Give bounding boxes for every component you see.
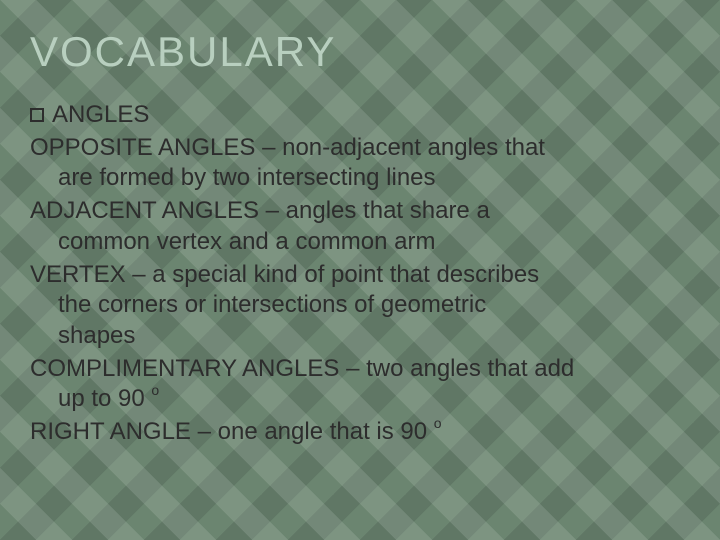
term-def-line1: angles that share a xyxy=(286,197,490,224)
term-sep: – xyxy=(339,355,366,382)
term-vertex: VERTEX – a special kind of point that de… xyxy=(30,260,690,352)
term-name: ADJACENT ANGLES xyxy=(30,197,259,224)
term-adjacent-angles: ADJACENT ANGLES – angles that share a co… xyxy=(30,196,690,257)
bullet-label: ANGLES xyxy=(52,100,149,131)
term-def-line1: a special kind of point that describes xyxy=(152,261,539,288)
term-def-line2: are formed by two intersecting lines xyxy=(30,163,690,194)
term-right-angle: RIGHT ANGLE – one angle that is 90 o xyxy=(30,417,690,448)
term-sep: – xyxy=(126,261,153,288)
degree-symbol: o xyxy=(151,382,159,398)
term-def-line2: the corners or intersections of geometri… xyxy=(30,290,690,321)
term-def-line1: two angles that add xyxy=(366,355,574,382)
term-sep: – xyxy=(259,197,286,224)
term-def-line3: shapes xyxy=(30,321,690,352)
term-def-line1: one angle that is 90 o xyxy=(218,418,442,445)
term-sep: – xyxy=(191,418,218,445)
slide-content: VOCABULARY ANGLES OPPOSITE ANGLES – non-… xyxy=(0,0,720,470)
square-bullet-icon xyxy=(30,108,44,122)
bullet-item: ANGLES xyxy=(30,100,690,131)
body-text: ANGLES OPPOSITE ANGLES – non-adjacent an… xyxy=(30,100,690,448)
term-name: OPPOSITE ANGLES xyxy=(30,134,255,161)
term-complimentary-angles: COMPLIMENTARY ANGLES – two angles that a… xyxy=(30,354,690,415)
term-name: COMPLIMENTARY ANGLES xyxy=(30,355,339,382)
term-def-line2: common vertex and a common arm xyxy=(30,227,690,258)
degree-symbol: o xyxy=(434,415,442,431)
slide: VOCABULARY ANGLES OPPOSITE ANGLES – non-… xyxy=(0,0,720,540)
slide-title: VOCABULARY xyxy=(30,28,690,76)
term-opposite-angles: OPPOSITE ANGLES – non-adjacent angles th… xyxy=(30,133,690,194)
term-name: RIGHT ANGLE xyxy=(30,418,191,445)
term-def-pre: up to 90 xyxy=(58,385,145,412)
term-sep: – xyxy=(255,134,282,161)
term-def-line1: non-adjacent angles that xyxy=(282,134,545,161)
term-def-line2: up to 90 o xyxy=(30,384,690,415)
term-def-pre: one angle that is 90 xyxy=(218,418,428,445)
term-name: VERTEX xyxy=(30,261,126,288)
